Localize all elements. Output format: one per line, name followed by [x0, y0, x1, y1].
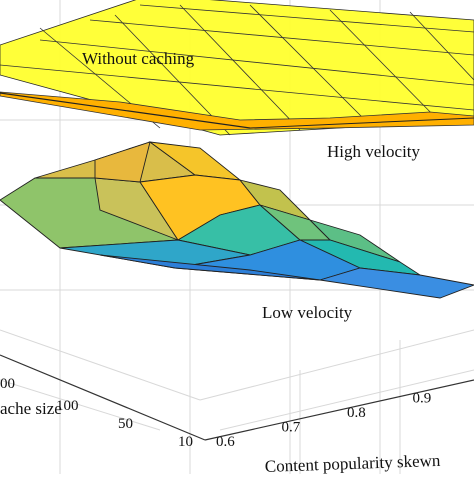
y-tick-label: 00 — [0, 376, 15, 392]
y-axis-label: ache size — [0, 399, 62, 418]
x-tick-label: 0.8 — [347, 405, 366, 421]
y-tick-labels: 10 50 100 00 — [0, 376, 193, 450]
x-tick-label: 0.6 — [216, 434, 235, 450]
surface-low-velocity — [0, 141, 474, 299]
y-tick-label: 10 — [178, 434, 193, 450]
surface-high-velocity — [0, 91, 474, 131]
y-tick-label: 100 — [56, 398, 79, 414]
surface-without-caching — [0, 0, 474, 136]
label-without-caching: Without caching — [82, 49, 195, 68]
label-high-velocity: High velocity — [327, 142, 421, 161]
x-tick-labels: 0.60.70.80.91 — [216, 391, 432, 451]
x-tick-label: 0.9 — [413, 391, 432, 407]
x-axis-label: Content popularity skewn — [264, 451, 441, 474]
label-low-velocity: Low velocity — [262, 303, 353, 322]
axes-lines — [0, 354, 474, 441]
y-tick-label: 50 — [118, 416, 133, 432]
x-tick-label: 0.7 — [282, 420, 301, 436]
